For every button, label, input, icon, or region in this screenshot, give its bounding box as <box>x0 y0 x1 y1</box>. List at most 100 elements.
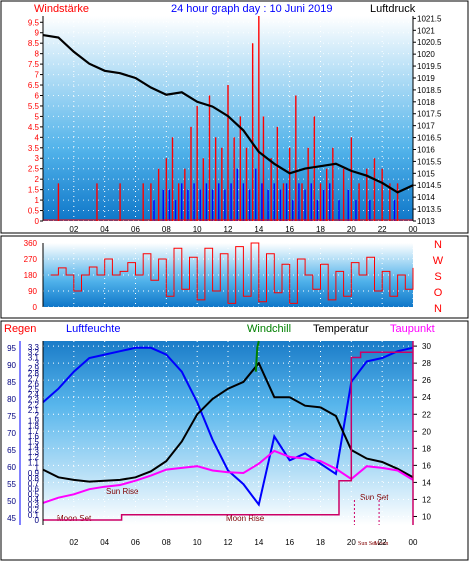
regen-tick-label: 2.1 <box>28 406 40 415</box>
regen-tick-label: 1 <box>35 464 40 473</box>
frame-bottom <box>0 320 469 561</box>
legend-luftfeuchte: Luftfeuchte <box>66 323 120 335</box>
moon-rise-label: Moon Rise <box>226 514 265 523</box>
wind-tick-label: 4 <box>35 133 40 142</box>
regen-tick-label: 2.8 <box>28 369 40 378</box>
wind-x-tick-label: 14 <box>254 225 263 234</box>
regen-tick-label: 1.7 <box>28 427 40 436</box>
pressure-line <box>42 34 414 194</box>
regen-tick-label: 2.4 <box>28 390 40 399</box>
sun-set-label: Sun Set <box>360 493 389 502</box>
temp-x-tick-label: 20 <box>347 538 356 547</box>
compass-label: N <box>434 303 442 315</box>
wind-tick-label: 4.5 <box>28 123 40 132</box>
regen-tick-label: 3.1 <box>28 353 40 362</box>
regen-tick-label: 0.9 <box>28 469 40 478</box>
wind-x-tick-label: 06 <box>131 225 140 234</box>
temp-tick-label: 26 <box>422 376 431 385</box>
sun-set-small-label: Sun Set <box>358 541 377 547</box>
frame-mid <box>0 235 469 319</box>
regen-tick-label: 0.5 <box>28 490 40 499</box>
moon-set-label: Moon Set <box>57 514 92 523</box>
humidity-tick-label: 90 <box>7 361 16 370</box>
wind-tick-label: 7 <box>35 71 40 80</box>
regen-tick-label: 0.6 <box>28 485 40 494</box>
wind-tick-label: 6 <box>35 91 40 100</box>
wind-x-tick-label: 12 <box>224 225 233 234</box>
regen-tick-label: 0.2 <box>28 506 40 515</box>
wind-tick-label: 1 <box>35 196 40 205</box>
regen-tick-label: 0.7 <box>28 479 40 488</box>
humidity-tick-label: 65 <box>7 446 16 455</box>
pressure-tick-label: 1021 <box>417 26 435 35</box>
wind-x-tick-label: 00 <box>409 225 418 234</box>
temp-tick-label: 12 <box>422 495 431 504</box>
wind-x-tick-label: 10 <box>193 225 202 234</box>
pressure-tick-label: 1018 <box>417 98 435 107</box>
regen-tick-label: 3.3 <box>28 343 40 352</box>
pressure-tick-label: 1017 <box>417 122 435 131</box>
regen-tick-label: 0.8 <box>28 474 40 483</box>
temp-tick-label: 24 <box>422 393 431 402</box>
direction-tick-label: 0 <box>33 303 38 312</box>
wind-tick-label: 2.5 <box>28 165 40 174</box>
temp-tick-label: 28 <box>422 359 431 368</box>
regen-tick-label: 2.5 <box>28 385 40 394</box>
wind-tick-label: 9.5 <box>28 18 40 27</box>
humidity-tick-label: 50 <box>7 497 16 506</box>
wind-tick-label: 9 <box>35 29 40 38</box>
pressure-tick-label: 1016 <box>417 145 435 154</box>
temp-tick-label: 18 <box>422 444 431 453</box>
temp-x-tick-label: 04 <box>100 538 109 547</box>
lines-layer <box>42 34 414 525</box>
direction-tick-label: 90 <box>28 287 37 296</box>
temp-plot-area <box>43 341 413 525</box>
pressure-tick-label: 1018.5 <box>417 86 442 95</box>
temp-tick-label: 30 <box>422 342 431 351</box>
pressure-tick-label: 1013.5 <box>417 205 442 214</box>
direction-tick-label: 270 <box>24 255 38 264</box>
regen-tick-label: 0.3 <box>28 500 40 509</box>
temp-x-tick-label: 10 <box>193 538 202 547</box>
pressure-tick-label: 1020.5 <box>417 38 442 47</box>
direction-line <box>50 242 414 304</box>
wind-x-tick-label: 08 <box>162 225 171 234</box>
temp-x-tick-label: 08 <box>162 538 171 547</box>
regen-tick-label: 1.8 <box>28 422 40 431</box>
compass-label: W <box>433 255 444 267</box>
wind-x-tick-label: 16 <box>285 225 294 234</box>
temp-tick-label: 22 <box>422 410 431 419</box>
regen-tick-label: 3.2 <box>28 348 40 357</box>
regen-tick-label: 0 <box>35 516 40 525</box>
temp-tick-label: 20 <box>422 427 431 436</box>
chart-title: 24 hour graph day : 10 Juni 2019 <box>171 3 332 15</box>
rain-line <box>43 351 413 521</box>
wind-tick-label: 8.5 <box>28 39 40 48</box>
regen-tick-label: 1.9 <box>28 416 40 425</box>
wind-tick-label: 0 <box>35 217 40 226</box>
humidity-tick-label: 85 <box>7 378 16 387</box>
regen-tick-label: 1.2 <box>28 453 40 462</box>
regen-tick-label: 1.1 <box>28 458 40 467</box>
regen-tick-label: 2 <box>35 411 40 420</box>
direction-tick-label: 180 <box>24 271 38 280</box>
windchill-line <box>254 340 260 372</box>
compass-label: N <box>434 239 442 251</box>
regen-tick-label: 1.5 <box>28 437 40 446</box>
wind-tick-label: 8 <box>35 50 40 59</box>
legend-regen: Regen <box>4 323 36 335</box>
pressure-tick-label: 1015.5 <box>417 157 442 166</box>
pressure-tick-label: 1016.5 <box>417 134 442 143</box>
regen-tick-label: 2.3 <box>28 395 40 404</box>
pressure-axis-label: Luftdruck <box>370 3 416 15</box>
humidity-tick-label: 75 <box>7 412 16 421</box>
wind-x-tick-label: 20 <box>347 225 356 234</box>
pressure-tick-label: 1014 <box>417 193 435 202</box>
wind-axis-label: Windstärke <box>34 3 89 15</box>
temp-x-tick-label: 02 <box>69 538 78 547</box>
direction-tick-label: 360 <box>24 239 38 248</box>
wind-tick-label: 5.5 <box>28 102 40 111</box>
pressure-tick-label: 1019.5 <box>417 62 442 71</box>
humidity-tick-label: 55 <box>7 480 16 489</box>
